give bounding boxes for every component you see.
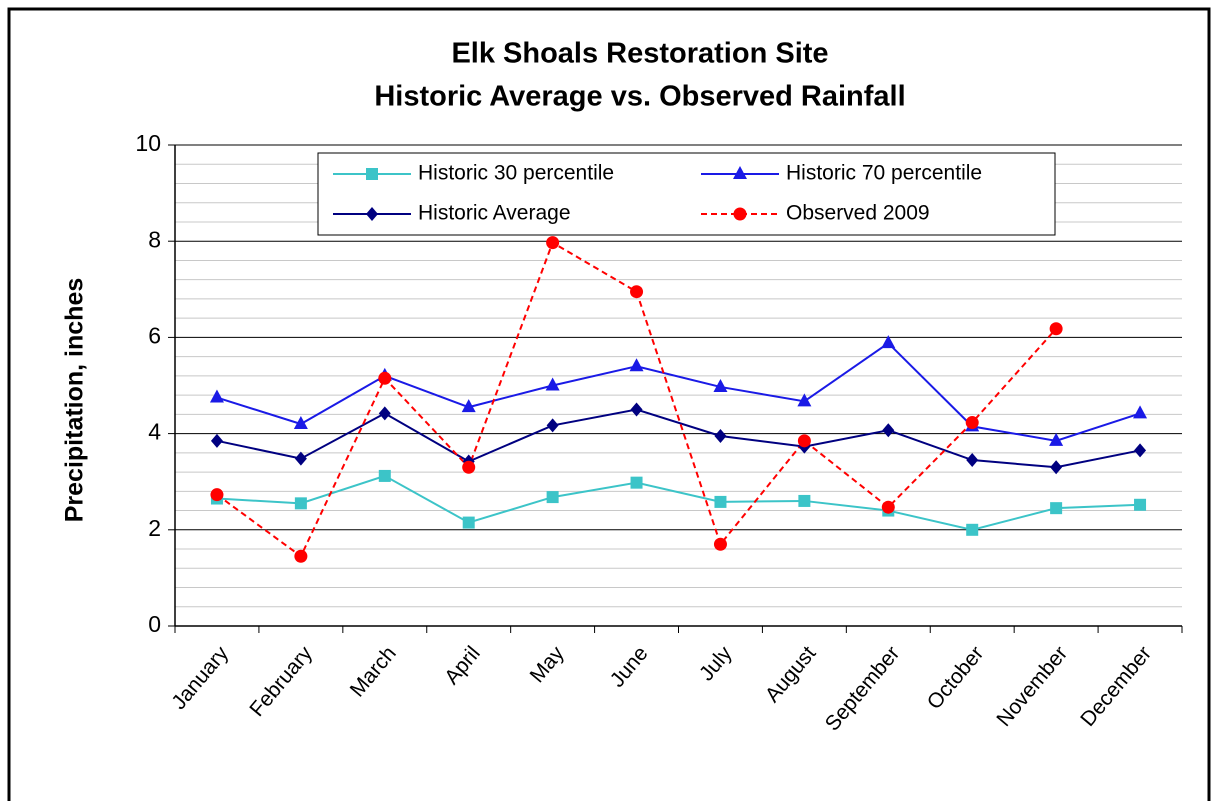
marker — [293, 415, 308, 429]
marker — [366, 168, 378, 180]
x-tick-label: June — [606, 642, 653, 692]
legend-box — [317, 152, 1056, 236]
x-tick-label: December — [1076, 642, 1156, 731]
y-tick-label: 4 — [148, 419, 161, 445]
marker — [797, 434, 811, 448]
y-tick-label: 10 — [135, 130, 161, 156]
marker — [1134, 498, 1147, 511]
series-line — [216, 341, 1141, 442]
marker — [1049, 432, 1064, 446]
marker — [1133, 405, 1148, 419]
marker — [378, 406, 391, 421]
x-tick-label: November — [992, 642, 1072, 731]
x-tick-label: October — [923, 642, 989, 714]
marker — [378, 371, 392, 385]
series-line — [216, 408, 1141, 469]
x-tick-label: January — [167, 642, 233, 714]
marker — [546, 491, 559, 504]
marker — [966, 523, 979, 536]
marker — [797, 393, 812, 407]
marker — [966, 453, 979, 468]
marker — [210, 488, 224, 502]
marker — [366, 207, 378, 221]
marker — [714, 495, 727, 508]
y-tick-label: 6 — [148, 322, 161, 348]
marker — [798, 494, 811, 507]
marker — [629, 358, 644, 372]
marker — [881, 335, 896, 349]
x-tick-label: March — [346, 642, 401, 701]
marker — [545, 377, 560, 391]
marker — [630, 285, 644, 299]
marker — [630, 402, 643, 417]
marker — [546, 236, 560, 250]
marker — [630, 476, 643, 489]
marker — [733, 207, 747, 221]
marker — [294, 497, 307, 510]
frame — [7, 7, 1211, 801]
marker — [210, 433, 223, 448]
series-line — [216, 474, 1141, 531]
marker — [1050, 502, 1063, 515]
marker — [882, 423, 895, 438]
marker — [1049, 322, 1063, 336]
marker — [546, 418, 559, 433]
legend-label: Historic 70 percentile — [786, 162, 982, 185]
legend-label: Historic 30 percentile — [418, 162, 614, 185]
legend: Historic 30 percentile Historic 70 percen… — [317, 152, 1056, 236]
marker — [461, 399, 476, 413]
x-tick-label: August — [761, 642, 821, 707]
marker — [713, 378, 728, 392]
y-tick-label: 2 — [148, 515, 161, 541]
y-axis-label: Precipitation, inches — [61, 278, 89, 523]
legend-label: Historic Average — [418, 202, 571, 225]
marker — [881, 500, 895, 514]
y-tick-label: 0 — [148, 611, 161, 637]
marker — [714, 429, 727, 444]
marker — [1050, 460, 1063, 475]
marker — [965, 416, 979, 430]
x-tick-label: April — [440, 642, 485, 689]
marker — [462, 516, 475, 529]
y-tick-label: 8 — [148, 226, 161, 252]
marker — [378, 469, 391, 482]
marker — [294, 549, 308, 563]
marker — [462, 460, 476, 474]
marker — [1134, 443, 1147, 458]
x-tick-label: February — [245, 642, 317, 722]
legend-label: Observed 2009 — [786, 202, 930, 225]
marker — [713, 537, 727, 551]
x-tick-label: September — [821, 642, 905, 735]
chart-title: Historic Average vs. Observed Rainfall — [374, 81, 905, 113]
x-tick-label: July — [695, 642, 737, 686]
marker — [733, 166, 747, 179]
x-tick-label: May — [526, 642, 569, 688]
marker — [209, 389, 224, 403]
marker — [294, 451, 307, 466]
chart-title: Elk Shoals Restoration Site — [451, 38, 828, 70]
